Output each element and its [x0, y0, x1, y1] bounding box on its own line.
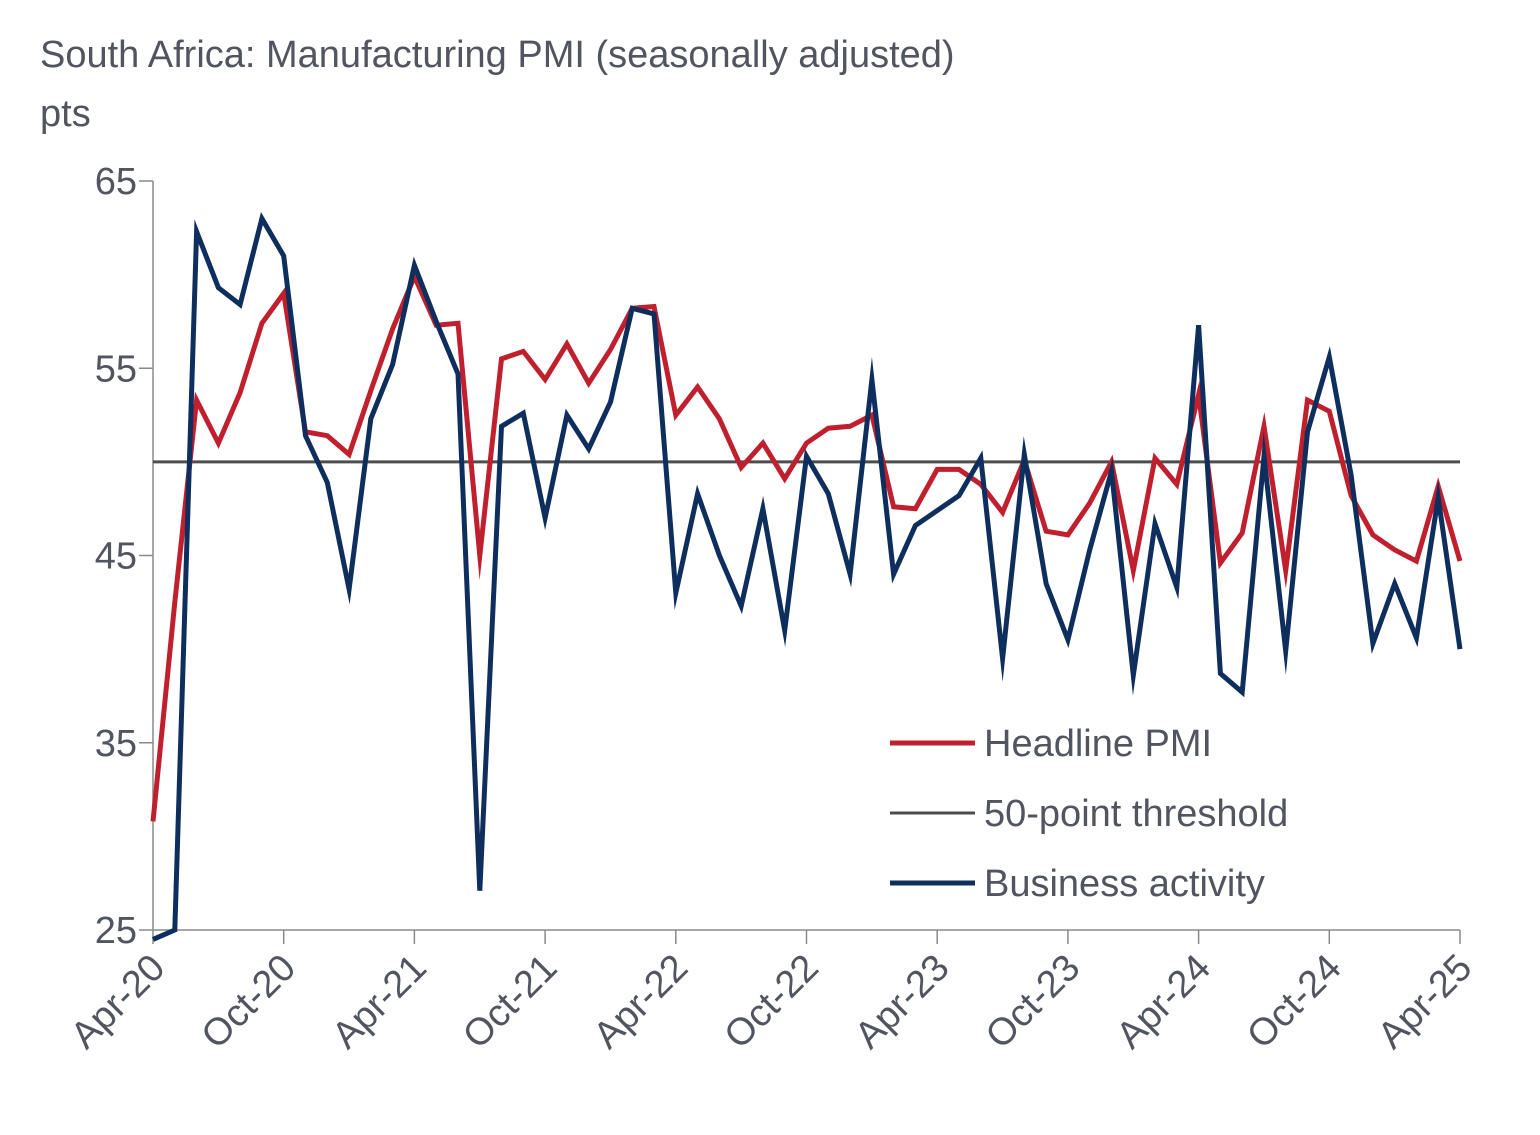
legend-business-activity-label: Business activity: [984, 863, 1265, 905]
x-tick-label: Apr-25: [1370, 947, 1480, 1057]
x-tick-label: Apr-23: [847, 947, 957, 1057]
chart-title: South Africa: Manufacturing PMI (seasona…: [40, 34, 955, 76]
x-tick-label: Apr-22: [586, 947, 696, 1057]
y-tick-label: 25: [95, 910, 137, 952]
legend-headline-pmi-label: Headline PMI: [984, 723, 1212, 765]
x-tick-label: Oct-23: [978, 947, 1088, 1057]
x-tick-label: Apr-24: [1109, 947, 1219, 1057]
x-tick-label: Apr-21: [324, 947, 434, 1057]
y-axis-unit-label: pts: [40, 93, 91, 135]
y-tick-label: 65: [95, 161, 137, 203]
headline-pmi-line: [150, 270, 1463, 822]
x-tick-label: Oct-21: [455, 947, 565, 1057]
business-activity-line: [152, 211, 1463, 942]
y-tick-label: 35: [95, 723, 137, 765]
x-tick-label: Oct-24: [1239, 947, 1349, 1057]
legend-threshold-label: 50-point threshold: [984, 793, 1288, 835]
y-tick-label: 55: [95, 348, 137, 390]
x-tick-label: Oct-22: [717, 947, 827, 1057]
x-tick-label: Oct-20: [194, 947, 304, 1057]
x-tick-label: Apr-20: [63, 947, 173, 1057]
y-tick-label: 45: [95, 536, 137, 578]
